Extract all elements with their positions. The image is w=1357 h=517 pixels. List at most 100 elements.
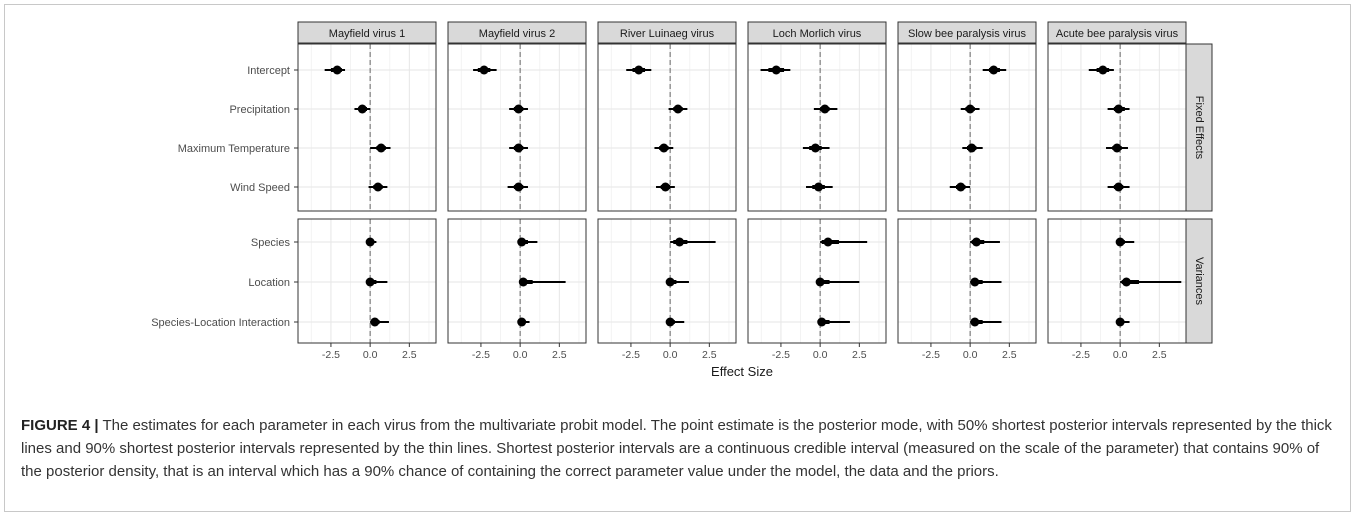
x-tick-label: 0.0: [363, 349, 378, 361]
point-estimate-wind-speed: [814, 182, 824, 192]
point-estimate-intercept: [479, 65, 489, 75]
faceted-interval-plot: Mayfield virus 1 Mayfield virus 2 River Lu…: [151, 21, 1213, 379]
point-estimate-species: [1115, 237, 1125, 247]
point-estimate-precipitation: [514, 104, 524, 114]
point-estimate-species-location-interaction: [370, 317, 380, 327]
facet-label-slow-bee-paralysis-virus: Slow bee paralysis virus: [908, 28, 1026, 40]
facet-label-river-luinaeg-virus: River Luinaeg virus: [620, 28, 715, 40]
panel-border: [897, 218, 1037, 344]
facet-strip-loch-morlich-virus: [747, 21, 887, 44]
point-estimate-wind-speed: [373, 182, 383, 192]
panel-border: [447, 218, 587, 344]
point-estimate-species: [675, 237, 685, 247]
figure-caption: FIGURE 4 | The estimates for each parame…: [21, 414, 1341, 483]
panel-border: [297, 43, 437, 212]
panel-border: [1047, 43, 1187, 212]
point-estimate-precipitation: [820, 104, 830, 114]
point-estimate-species-location-interaction: [665, 317, 675, 327]
facet-strip-slow-bee-paralysis-virus: [897, 21, 1037, 44]
x-tick-label: 2.5: [1002, 349, 1017, 361]
caption-text: The estimates for each parameter in each…: [21, 417, 1332, 480]
point-estimate-precipitation: [965, 104, 975, 114]
point-estimate-species: [517, 237, 527, 247]
facet-strip-acute-bee-paralysis-virus: [1047, 21, 1187, 44]
point-estimate-wind-speed: [956, 182, 966, 192]
point-estimate-species-location-interaction: [1115, 317, 1125, 327]
point-estimate-location: [815, 277, 825, 287]
point-estimate-wind-speed: [1114, 182, 1124, 192]
point-estimate-species: [365, 237, 375, 247]
point-estimate-species: [971, 237, 981, 247]
y-label-precipitation: Precipitation: [229, 104, 290, 116]
point-estimate-intercept: [634, 65, 644, 75]
panel-border: [597, 43, 737, 212]
point-estimate-species-location-interaction: [970, 317, 980, 327]
x-tick-label: 2.5: [702, 349, 717, 361]
x-axis-title: Effect Size: [711, 364, 773, 379]
point-estimate-wind-speed: [660, 182, 670, 192]
point-estimate-maximum-temperature: [514, 143, 524, 153]
facet-label-loch-morlich-virus: Loch Morlich virus: [773, 28, 862, 40]
point-estimate-precipitation: [1114, 104, 1124, 114]
facet-strip-mayfield-virus-2: [447, 21, 587, 44]
x-tick-label: -2.5: [322, 349, 340, 361]
panel-border: [747, 43, 887, 212]
row-strip-fixed-effects: [1185, 43, 1213, 212]
panel-border: [447, 43, 587, 212]
facet-strip-river-luinaeg-virus: [597, 21, 737, 44]
x-tick-label: 0.0: [1113, 349, 1128, 361]
panel-border: [747, 218, 887, 344]
point-estimate-intercept: [332, 65, 342, 75]
point-estimate-maximum-temperature: [967, 143, 977, 153]
row-label-fixed-effects: Fixed Effects: [1193, 96, 1205, 160]
point-estimate-species-location-interaction: [817, 317, 827, 327]
point-estimate-species: [823, 237, 833, 247]
facet-strip-mayfield-virus-1: [297, 21, 437, 44]
point-estimate-location: [1121, 277, 1131, 287]
point-estimate-location: [665, 277, 675, 287]
x-tick-label: 0.0: [663, 349, 678, 361]
x-tick-label: 2.5: [1152, 349, 1167, 361]
point-estimate-maximum-temperature: [659, 143, 669, 153]
point-estimate-wind-speed: [514, 182, 524, 192]
panel-bg: [898, 44, 1036, 211]
y-label-species-location-interaction: Species-Location Interaction: [151, 317, 290, 329]
point-estimate-maximum-temperature: [1112, 143, 1122, 153]
panel-border: [597, 218, 737, 344]
x-tick-label: 0.0: [963, 349, 978, 361]
panel-border: [1047, 218, 1187, 344]
x-tick-label: 2.5: [852, 349, 867, 361]
x-tick-label: -2.5: [1072, 349, 1090, 361]
panel-border: [897, 43, 1037, 212]
y-label-species: Species: [251, 237, 291, 249]
facet-label-mayfield-virus-1: Mayfield virus 1: [329, 28, 405, 40]
x-tick-label: 0.0: [813, 349, 828, 361]
row-label-variances: Variances: [1193, 257, 1205, 306]
panel-border: [297, 218, 437, 344]
point-estimate-location: [970, 277, 980, 287]
row-strip-variances: [1185, 218, 1213, 344]
point-estimate-location: [365, 277, 375, 287]
y-label-location: Location: [248, 277, 290, 289]
y-label-intercept: Intercept: [247, 65, 290, 77]
point-estimate-intercept: [989, 65, 999, 75]
figure-label: FIGURE 4 |: [21, 417, 99, 434]
point-estimate-precipitation: [357, 104, 367, 114]
y-label-maximum-temperature: Maximum Temperature: [178, 143, 290, 155]
x-tick-label: -2.5: [472, 349, 490, 361]
point-estimate-precipitation: [673, 104, 683, 114]
x-tick-label: -2.5: [622, 349, 640, 361]
facet-label-acute-bee-paralysis-virus: Acute bee paralysis virus: [1056, 28, 1179, 40]
figure-frame: [4, 4, 1351, 512]
point-estimate-maximum-temperature: [376, 143, 386, 153]
x-tick-label: 0.0: [513, 349, 528, 361]
point-estimate-intercept: [771, 65, 781, 75]
point-estimate-intercept: [1098, 65, 1108, 75]
facet-label-mayfield-virus-2: Mayfield virus 2: [479, 28, 555, 40]
panel-bg: [298, 44, 436, 211]
x-tick-label: 2.5: [552, 349, 567, 361]
point-estimate-species-location-interaction: [517, 317, 527, 327]
y-label-wind-speed: Wind Speed: [230, 182, 290, 194]
panel-bg: [898, 219, 1036, 343]
x-tick-label: -2.5: [922, 349, 940, 361]
